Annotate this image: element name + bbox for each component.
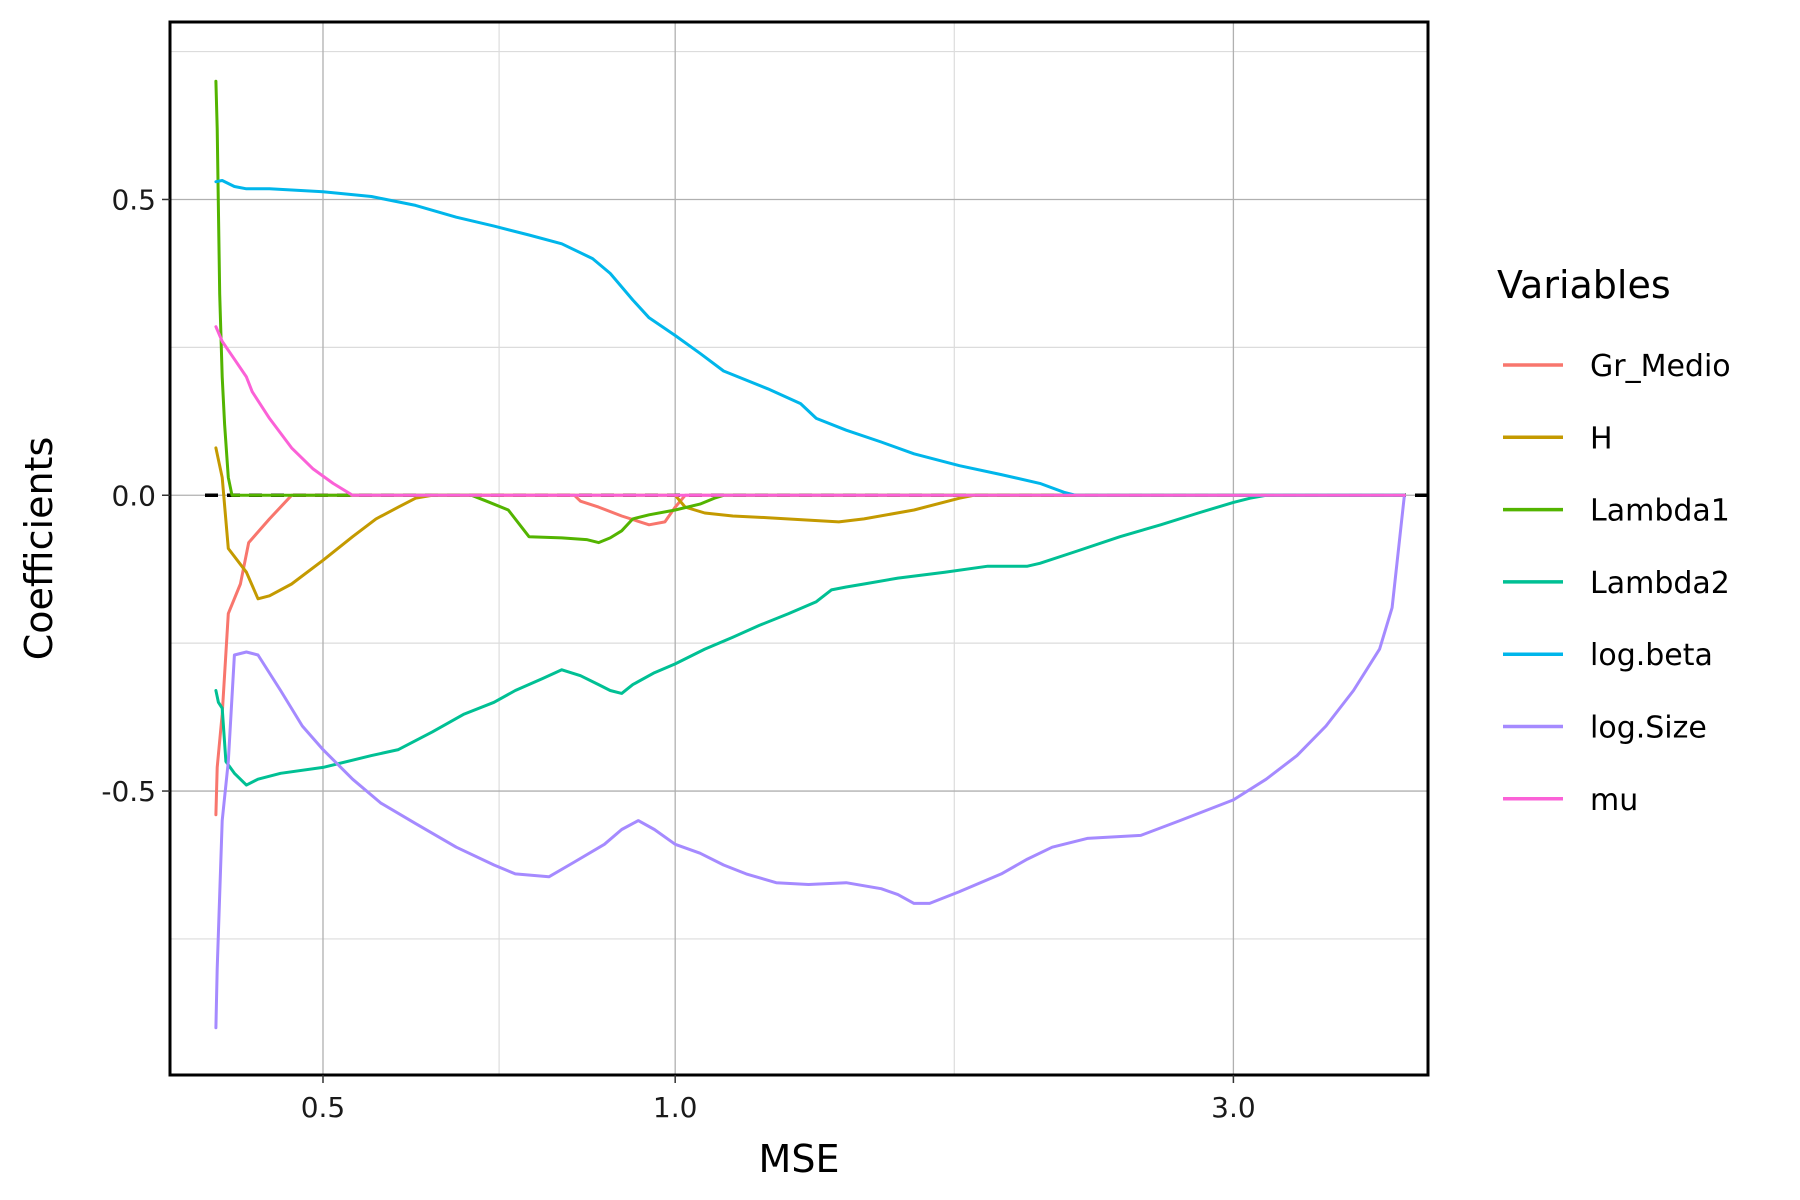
y-tick-label: 0.0 — [111, 479, 156, 512]
x-tick-label: 3.0 — [1211, 1091, 1256, 1124]
y-axis-title: Coefficients — [17, 437, 61, 661]
x-tick-label: 0.5 — [301, 1091, 346, 1124]
legend-label-log-size: log.Size — [1590, 711, 1707, 746]
x-axis-title: MSE — [759, 1137, 840, 1181]
series-line-lambda1 — [214, 79, 1406, 545]
series-line-mu — [214, 325, 1406, 497]
series-line-log-beta — [214, 179, 1406, 497]
series-line-log-size — [214, 493, 1406, 1030]
legend-label-mu: mu — [1590, 783, 1638, 818]
y-tick-label: 0.5 — [111, 183, 156, 216]
series-layer — [214, 79, 1406, 1030]
legend-title: Variables — [1497, 263, 1671, 307]
legend-label-lambda2: Lambda2 — [1590, 566, 1730, 601]
legend-label-h: H — [1590, 421, 1613, 456]
axis-ticks: 0.5 1.0 3.0 -0.5 0.0 0.5 — [101, 183, 1255, 1124]
legend-label-lambda1: Lambda1 — [1590, 494, 1730, 529]
legend-label-gr-medio: Gr_Medio — [1590, 349, 1731, 384]
y-tick-label: -0.5 — [101, 775, 156, 808]
series-line-lambda2 — [214, 493, 1406, 787]
plot-border — [168, 20, 1430, 1077]
x-tick-label: 1.0 — [653, 1091, 698, 1124]
legend: Variables Gr_Medio H Lambda1 Lambda2 log.bet… — [1497, 263, 1731, 818]
legend-label-log-beta: log.beta — [1590, 638, 1713, 673]
